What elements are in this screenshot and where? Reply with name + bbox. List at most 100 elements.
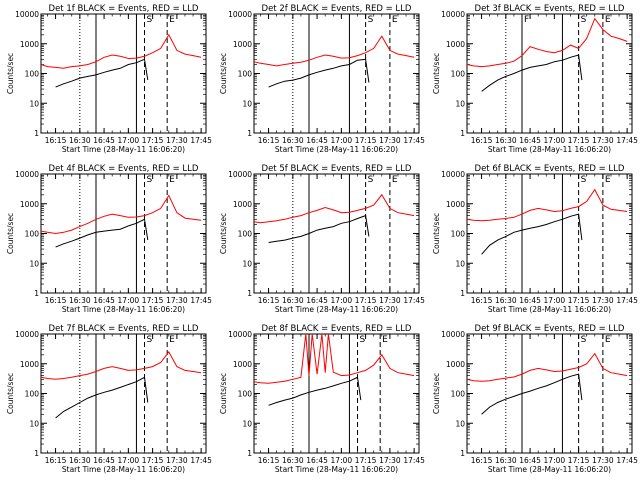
x-tick-label: 16:30 [495,136,517,145]
x-tick-label: 16:30 [282,456,304,465]
x-tick-label: 16:45 [306,136,328,145]
x-tick-label: 17:30 [592,456,614,465]
x-tick-label: 16:45 [519,456,541,465]
x-axis-label: Start Time (28-May-11 16:06:20) [62,305,185,314]
panel-det-7f: Det 7f BLACK = Events, RED = LLD 1 10 100 10… [6,324,212,474]
y-tick-label: 1 [34,289,39,298]
y-tick-label: 10000 [228,10,252,19]
y-tick-label: 1000 [20,360,39,369]
chart-title: Det 1f BLACK = Events, RED = LLD [49,4,199,14]
plot-frame [253,173,420,294]
panel-det-4f: Det 4f BLACK = Events, RED = LLD 1 10 100 10… [6,164,212,314]
plot-frame [40,173,207,294]
x-tick-label: 17:00 [118,296,140,305]
panel-det-3f: Det 3f BLACK = Events, RED = LLD 1 10 100 10… [432,4,638,154]
y-axis-label: Counts/sec [219,373,228,414]
series-line-events [481,373,583,415]
y-tick-label: 1 [34,129,39,138]
y-tick-label: 1 [247,129,252,138]
x-tick-label: 17:00 [118,136,140,145]
chart-title: Det 3f BLACK = Events, RED = LLD [475,4,625,14]
y-tick-label: 1000 [20,40,39,49]
marker-label-E: E [392,175,398,185]
series-line-lld [254,334,415,384]
y-tick-label: 1 [34,449,39,458]
x-tick-label: 17:15 [142,136,164,145]
marker-label-E: E [169,175,175,185]
x-axis-label: Start Time (28-May-11 16:06:20) [275,145,398,154]
plot-frame [253,13,420,134]
x-tick-label: 17:45 [403,136,425,145]
x-axis-label: Start Time (28-May-11 16:06:20) [62,465,185,474]
x-tick-label: 17:45 [616,456,638,465]
marker-label-E: E [605,175,611,185]
marker-label-E: E [382,335,388,345]
series-line-events [268,58,370,88]
y-tick-label: 1 [460,129,465,138]
y-tick-label: 100 [451,70,466,79]
x-tick-label: 16:45 [306,456,328,465]
y-tick-label: 10000 [15,10,39,19]
y-tick-label: 1000 [233,40,252,49]
y-tick-label: 100 [451,390,466,399]
x-tick-label: 16:30 [282,296,304,305]
x-tick-label: 16:15 [471,136,493,145]
x-tick-label: 17:15 [568,136,590,145]
y-tick-label: 1000 [20,200,39,209]
x-tick-label: 17:45 [403,296,425,305]
panel-det-9f: Det 9f BLACK = Events, RED = LLD 1 10 100 10… [432,324,638,474]
series-line-events [481,213,583,255]
marker-label-E: E [605,15,611,25]
y-axis-label: Counts/sec [6,373,15,414]
y-tick-label: 100 [238,230,253,239]
marker-label-S: S [581,15,587,25]
x-tick-label: 16:45 [93,296,115,305]
y-tick-label: 10 [455,259,465,268]
x-tick-label: 16:15 [45,136,67,145]
series-line-events [55,376,149,419]
y-tick-label: 1000 [233,200,252,209]
plot-frame [466,333,633,454]
marker-label-S: S [360,335,366,345]
y-tick-label: 100 [25,70,40,79]
x-axis-label: Start Time (28-May-11 16:06:20) [275,465,398,474]
x-tick-label: 17:15 [568,456,590,465]
x-axis-label: Start Time (28-May-11 16:06:20) [488,465,611,474]
x-tick-label: 16:45 [93,136,115,145]
y-tick-label: 100 [25,230,40,239]
chart-title: Det 7f BLACK = Events, RED = LLD [49,324,199,334]
x-axis-label: Start Time (28-May-11 16:06:20) [62,145,185,154]
panel-det-6f: Det 6f BLACK = Events, RED = LLD 1 10 100 10… [432,164,638,314]
series-line-events [481,54,583,92]
series-line-lld [41,194,202,235]
y-tick-label: 10000 [228,170,252,179]
x-tick-label: 17:45 [190,456,212,465]
x-tick-label: 17:15 [142,296,164,305]
x-tick-label: 16:15 [258,296,280,305]
x-tick-label: 16:15 [45,296,67,305]
x-tick-label: 16:30 [495,296,517,305]
marker-label-S: S [368,15,374,25]
x-tick-label: 16:15 [258,136,280,145]
x-tick-label: 17:00 [331,136,353,145]
y-tick-label: 1 [460,289,465,298]
x-tick-label: 16:30 [495,456,517,465]
x-tick-label: 17:00 [118,456,140,465]
y-tick-label: 1 [460,449,465,458]
chart-title: Det 6f BLACK = Events, RED = LLD [475,164,625,174]
x-tick-label: 16:45 [519,296,541,305]
y-tick-label: 10000 [441,330,465,339]
x-tick-label: 16:45 [93,456,115,465]
x-tick-label: 16:45 [519,136,541,145]
series-line-events [268,376,362,406]
x-tick-label: 16:15 [258,456,280,465]
marker-label-S: S [147,175,153,185]
marker-label-S: S [581,335,587,345]
y-tick-label: 100 [238,390,253,399]
series-line-lld [41,350,202,380]
panel-det-1f: Det 1f BLACK = Events, RED = LLD 1 10 100 10… [6,4,212,154]
x-tick-label: 17:45 [190,296,212,305]
x-tick-label: 17:15 [355,136,377,145]
